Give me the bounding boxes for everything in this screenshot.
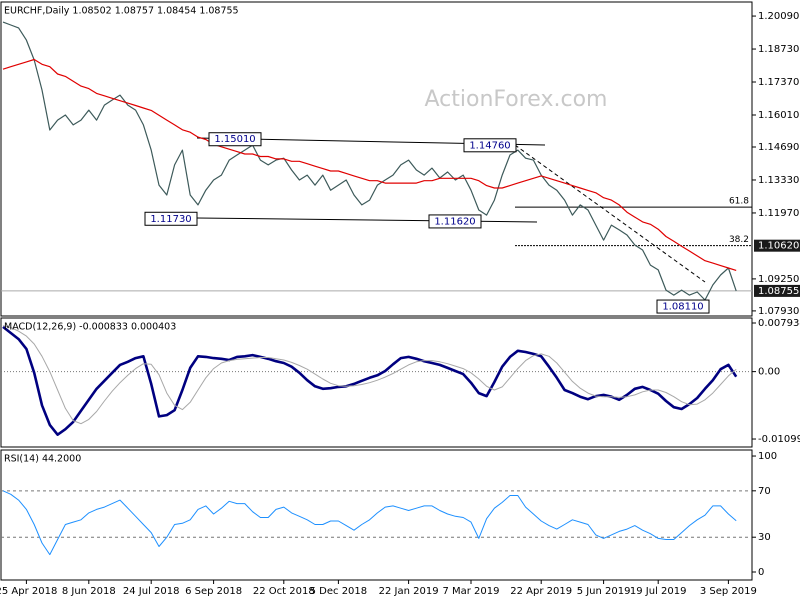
y-tick-label: 1.17370 bbox=[758, 77, 799, 88]
y-tick-label: 0.00 bbox=[758, 367, 780, 378]
annotation-box bbox=[208, 132, 262, 147]
pane-title: EURCHF,Daily 1.08502 1.08757 1.08454 1.0… bbox=[4, 6, 239, 17]
y-tick-label: 70 bbox=[758, 486, 771, 497]
x-tick-label: 19 Jul 2019 bbox=[630, 586, 687, 597]
annotation-box bbox=[144, 211, 198, 226]
x-tick-label: 5 Jun 2019 bbox=[577, 586, 631, 597]
annotation-label: 1.08110 bbox=[662, 302, 703, 313]
pane-title: MACD(12,26,9) -0.000833 0.000403 bbox=[4, 322, 176, 333]
series-line bbox=[2, 325, 738, 436]
annotation-label: 1.14760 bbox=[469, 140, 510, 151]
fib-label: 61.8 bbox=[729, 197, 749, 207]
series-line bbox=[2, 490, 737, 556]
pane-title: RSI(14) 44.2000 bbox=[4, 454, 81, 465]
x-tick-label: 22 Apr 2019 bbox=[510, 586, 572, 597]
price-marker bbox=[754, 239, 800, 252]
price-marker-label: 1.10620 bbox=[758, 241, 799, 252]
x-tick-label: 22 Oct 2018 bbox=[253, 586, 315, 597]
y-tick-label: 1.11970 bbox=[758, 208, 799, 219]
x-tick-label: 3 Sep 2019 bbox=[700, 586, 757, 597]
fib-label: 38.2 bbox=[729, 235, 749, 245]
x-tick-label: 6 Sep 2018 bbox=[185, 586, 242, 597]
y-tick-label: 1.09250 bbox=[758, 274, 799, 285]
x-tick-label: 5 Dec 2018 bbox=[310, 586, 368, 597]
price-marker bbox=[754, 284, 800, 297]
y-tick-label: 1.16010 bbox=[758, 110, 799, 121]
y-tick-label: 1.13330 bbox=[758, 175, 799, 186]
annotation-label: 1.11730 bbox=[150, 214, 191, 225]
y-tick-label: 1.07930 bbox=[758, 306, 799, 317]
annotation-box bbox=[463, 138, 517, 153]
y-tick-label: 1.18730 bbox=[758, 44, 799, 55]
pane-frame bbox=[0, 317, 753, 448]
annotation-box bbox=[428, 214, 482, 229]
series-line bbox=[2, 325, 737, 425]
pane-frame bbox=[0, 449, 753, 581]
x-tick-label: 25 Apr 2018 bbox=[0, 586, 57, 597]
x-tick-label: 24 Jul 2018 bbox=[123, 586, 180, 597]
x-tick-label: 8 Jun 2018 bbox=[62, 586, 116, 597]
y-tick-label: 30 bbox=[758, 532, 771, 543]
y-tick-label: 100 bbox=[758, 451, 777, 462]
y-tick-label: -0.010998 bbox=[758, 434, 800, 445]
y-tick-label: 0.007934 bbox=[758, 318, 800, 329]
y-tick-label: 1.20090 bbox=[758, 11, 799, 22]
annotation-label: 1.11620 bbox=[434, 216, 475, 227]
x-tick-label: 7 Mar 2019 bbox=[442, 586, 499, 597]
annotation-box bbox=[656, 299, 710, 314]
watermark: ActionForex.com bbox=[425, 87, 608, 112]
annotation-label: 1.15010 bbox=[214, 134, 255, 145]
pane-frame bbox=[0, 1, 753, 317]
series-line bbox=[2, 58, 737, 271]
y-tick-label: 0 bbox=[758, 567, 764, 578]
price-marker-label: 1.08755 bbox=[758, 286, 799, 297]
x-tick-label: 22 Jan 2019 bbox=[379, 586, 439, 597]
y-tick-label: 1.14690 bbox=[758, 142, 799, 153]
